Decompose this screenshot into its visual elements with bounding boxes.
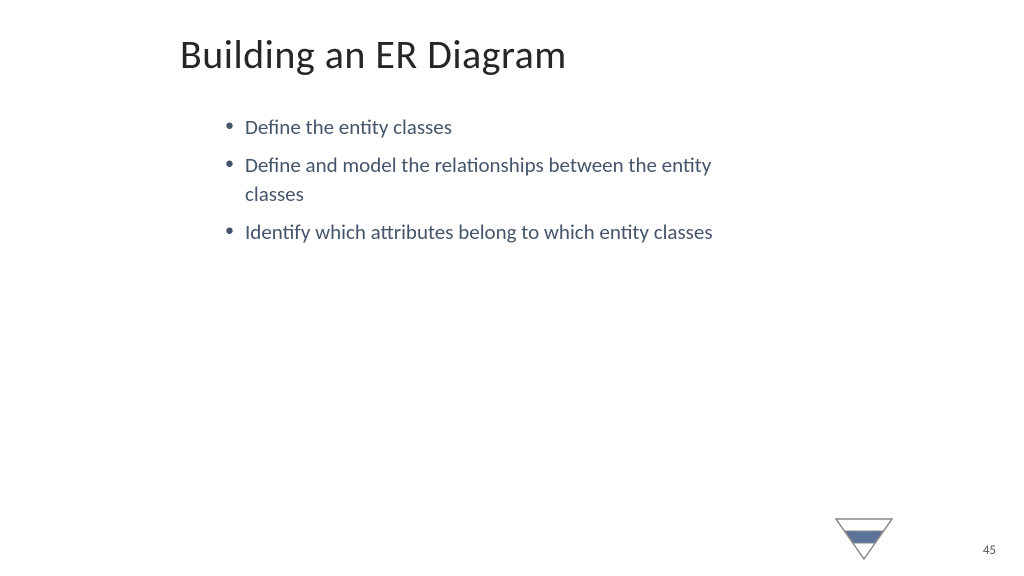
bullet-item: Define the entity classes [225, 113, 755, 141]
bullet-list: Define the entity classes Define and mod… [225, 113, 755, 256]
funnel-icon [834, 517, 894, 562]
bullet-item: Define and model the relationships betwe… [225, 151, 755, 208]
page-number: 45 [983, 543, 996, 558]
bullet-item: Identify which attributes belong to whic… [225, 218, 755, 246]
slide-title: Building an ER Diagram [180, 30, 567, 79]
